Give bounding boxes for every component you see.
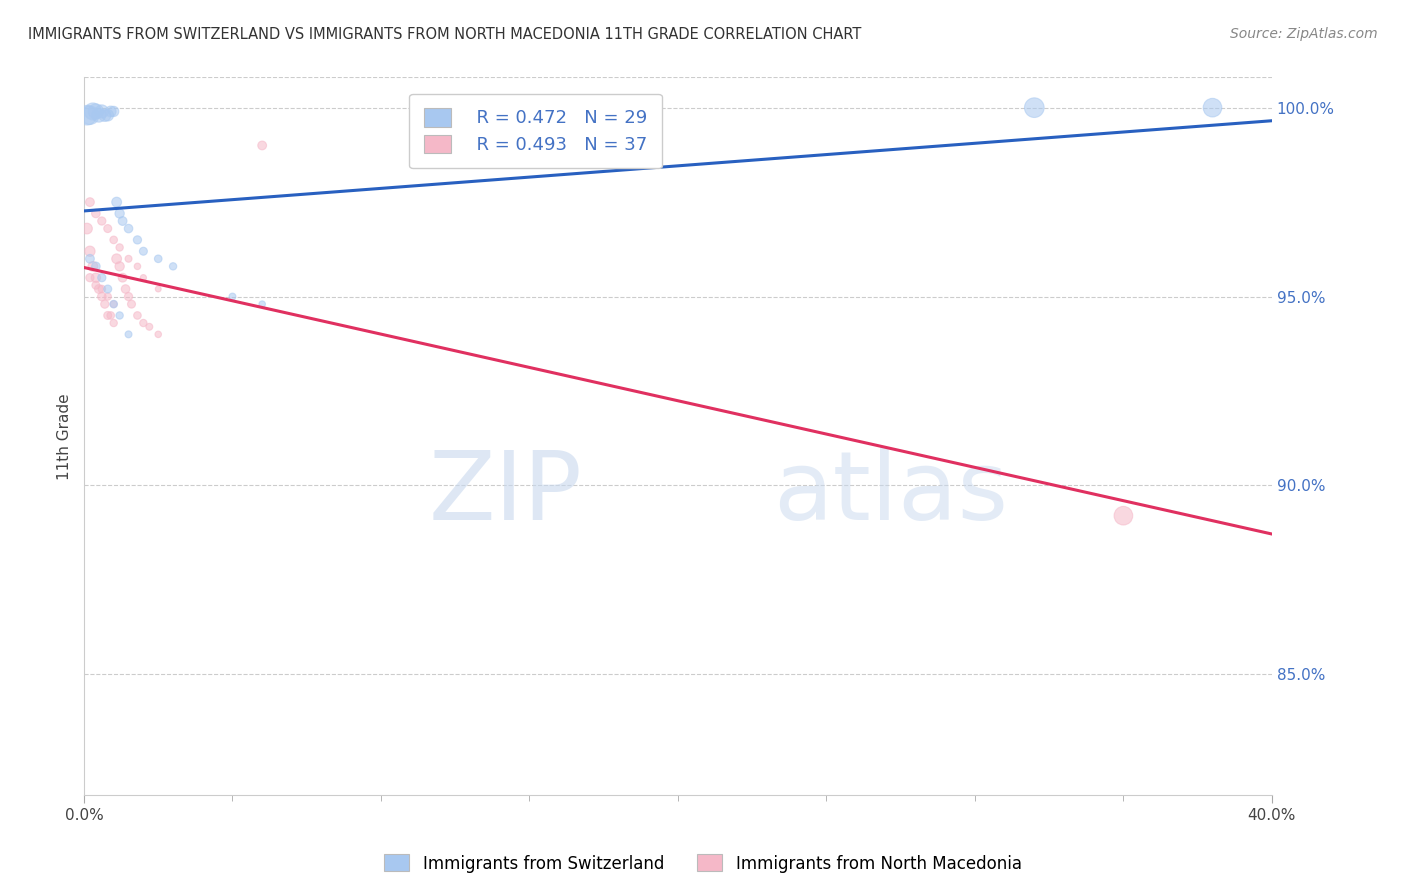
Point xyxy=(1112,508,1135,523)
Point xyxy=(127,309,149,323)
Point xyxy=(87,108,110,122)
Point xyxy=(117,221,139,235)
Point xyxy=(100,104,122,119)
Point xyxy=(90,104,112,119)
Point xyxy=(90,282,112,296)
Point xyxy=(79,252,101,266)
Point xyxy=(100,309,122,323)
Point xyxy=(162,260,184,274)
Point xyxy=(90,289,112,303)
Text: IMMIGRANTS FROM SWITZERLAND VS IMMIGRANTS FROM NORTH MACEDONIA 11TH GRADE CORREL: IMMIGRANTS FROM SWITZERLAND VS IMMIGRANT… xyxy=(28,27,862,42)
Point xyxy=(108,206,131,220)
Point xyxy=(84,270,107,285)
Point xyxy=(108,260,131,274)
Point xyxy=(108,240,131,254)
Point xyxy=(221,289,243,303)
Point xyxy=(79,270,101,285)
Point xyxy=(132,270,155,285)
Text: ZIP: ZIP xyxy=(429,447,583,541)
Point xyxy=(97,108,120,122)
Point xyxy=(79,108,101,122)
Point xyxy=(79,195,101,210)
Point xyxy=(76,108,98,122)
Point xyxy=(111,214,134,228)
Point xyxy=(105,195,128,210)
Text: Source: ZipAtlas.com: Source: ZipAtlas.com xyxy=(1230,27,1378,41)
Y-axis label: 11th Grade: 11th Grade xyxy=(58,393,72,480)
Legend:   R = 0.472   N = 29,   R = 0.493   N = 37: R = 0.472 N = 29, R = 0.493 N = 37 xyxy=(409,94,662,169)
Point xyxy=(76,221,98,235)
Point xyxy=(103,297,125,311)
Point xyxy=(114,282,136,296)
Point xyxy=(117,289,139,303)
Point xyxy=(82,104,104,119)
Point xyxy=(105,252,128,266)
Point xyxy=(117,327,139,342)
Point xyxy=(148,327,170,342)
Point xyxy=(97,282,120,296)
Point xyxy=(132,316,155,330)
Point xyxy=(84,104,107,119)
Point xyxy=(103,297,125,311)
Legend: Immigrants from Switzerland, Immigrants from North Macedonia: Immigrants from Switzerland, Immigrants … xyxy=(378,847,1028,880)
Point xyxy=(97,289,120,303)
Point xyxy=(84,278,107,293)
Point xyxy=(103,233,125,247)
Text: atlas: atlas xyxy=(773,447,1008,541)
Point xyxy=(148,282,170,296)
Point xyxy=(82,260,104,274)
Point xyxy=(250,297,273,311)
Point xyxy=(1201,101,1223,115)
Point xyxy=(94,297,117,311)
Point xyxy=(94,108,117,122)
Point xyxy=(97,309,120,323)
Point xyxy=(138,319,160,334)
Point xyxy=(111,270,134,285)
Point xyxy=(97,221,120,235)
Point xyxy=(1024,101,1046,115)
Point xyxy=(127,260,149,274)
Point xyxy=(90,270,112,285)
Point xyxy=(132,244,155,259)
Point xyxy=(108,309,131,323)
Point xyxy=(103,104,125,119)
Point xyxy=(84,206,107,220)
Point xyxy=(117,252,139,266)
Point xyxy=(79,244,101,259)
Point xyxy=(84,260,107,274)
Point xyxy=(148,252,170,266)
Point xyxy=(127,233,149,247)
Point xyxy=(121,297,143,311)
Point xyxy=(87,282,110,296)
Point xyxy=(90,214,112,228)
Point xyxy=(103,316,125,330)
Point xyxy=(250,138,273,153)
